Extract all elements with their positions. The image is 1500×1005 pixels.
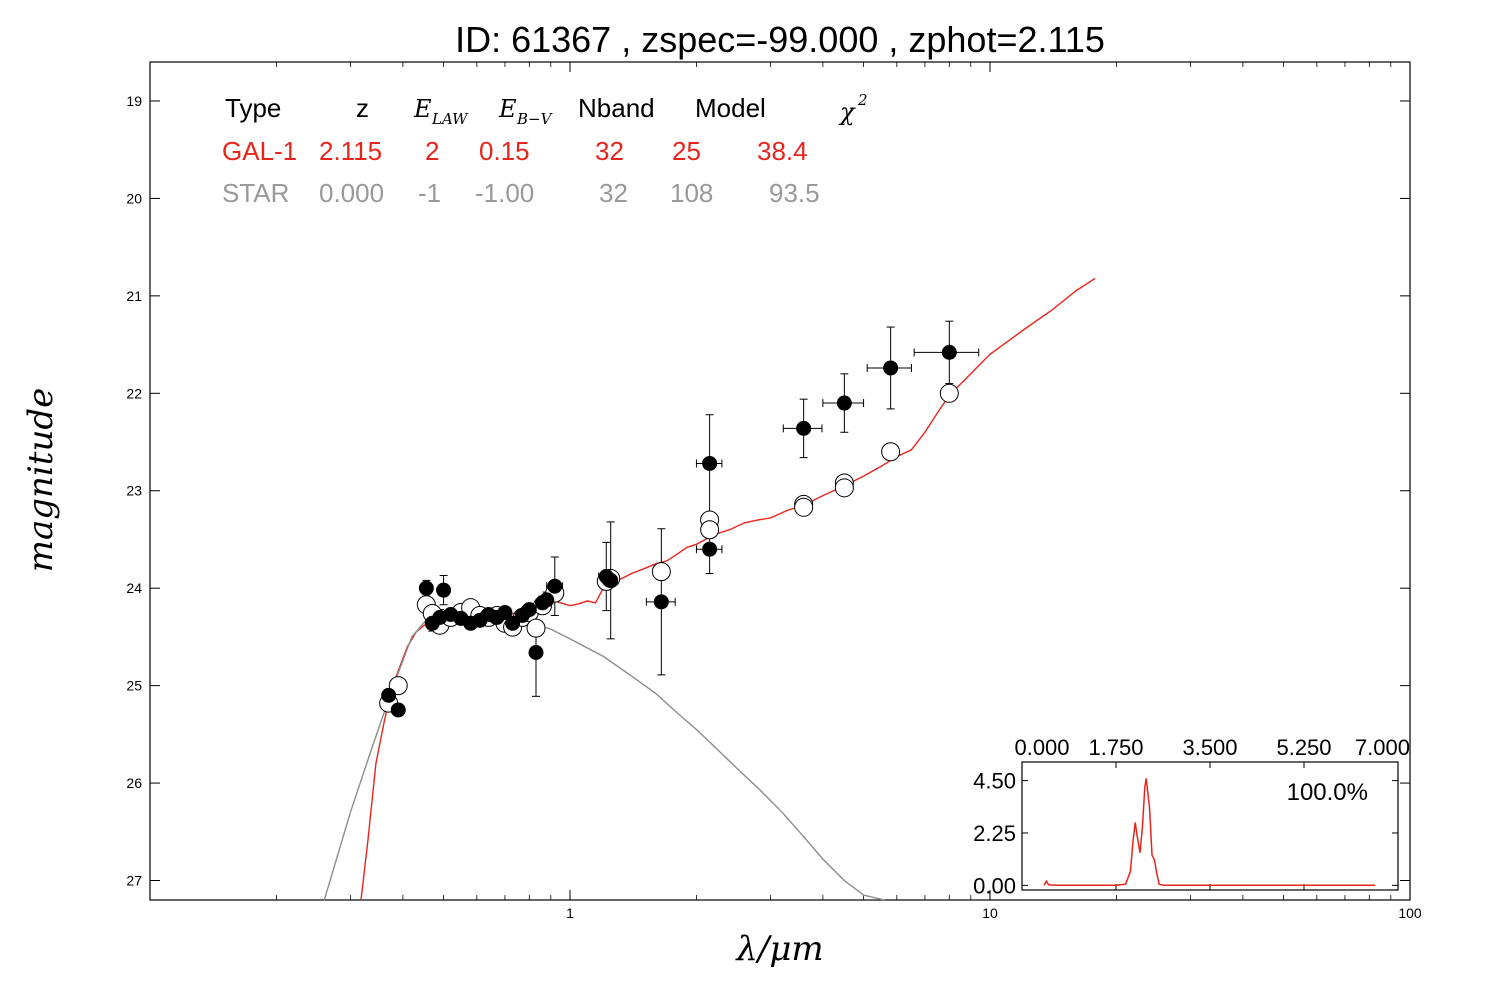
cell-z: 0.000 [319,178,384,208]
cell-elaw: 2 [425,136,439,166]
observed-point [883,360,899,376]
y-tick-label: 27 [126,873,142,889]
y-axis-label: magnitude [21,388,61,573]
inset-probability-label: 100.0% [1287,779,1368,806]
observed-point [505,615,521,631]
x-tick-label: 10 [982,905,998,921]
fit-row-star: STAR 0.000 -1 -1.00 32 108 93.5 [222,178,820,208]
plot-frame [149,61,1411,901]
inset-y-tick-label: 4.50 [973,769,1016,794]
inset-x-tick-label: 0.000 [1014,735,1069,760]
cell-model: 108 [670,178,713,208]
y-tick-label: 21 [126,288,142,304]
header-chi2-sup: 2 [857,91,868,109]
star-template-line [323,614,885,901]
y-tick-label: 20 [126,190,142,206]
header-ebv: E [498,95,517,123]
cell-nband: 32 [595,136,624,166]
inset-x-tick-label: 1.750 [1088,735,1143,760]
cell-ebv: -1.00 [475,178,534,208]
y-tick-label: 25 [126,678,142,694]
redshift-pdf-inset: 0.000 1.750 3.500 5.250 7.000 0.00 2.25 4.50 10… [973,735,1410,898]
observed-point [941,344,957,360]
y-tick-label: 19 [126,93,142,109]
observed-point [436,582,452,598]
observed-point [547,578,563,594]
observed-point [539,592,555,608]
observed-point [381,687,397,703]
observed-point [702,455,718,471]
model-photometry-point [881,442,901,462]
model-photometry-point [834,478,854,498]
y-tick-label: 24 [126,580,142,596]
observed-point [836,395,852,411]
inset-pdf-line [1043,778,1376,887]
x-tick-label: 1 [566,905,574,921]
header-nband: Nband [578,93,655,123]
y-tick-label: 23 [126,483,142,499]
header-type: Type [225,93,281,123]
observed-point [702,541,718,557]
cell-ebv: 0.15 [479,136,530,166]
model-photometry-point [794,497,814,517]
header-chi2: χ [838,98,856,126]
header-z: z [356,93,369,123]
cell-z: 2.115 [319,136,382,166]
x-axis-label: λ/μm [734,929,823,969]
observed-point [796,420,812,436]
observed-point [653,594,669,610]
inset-y-tick-label: 0.00 [973,873,1016,898]
y-tick-label: 22 [126,385,142,401]
galaxy-template-line [360,277,1096,901]
cell-chi2: 38.4 [757,136,808,166]
cell-type: STAR [222,178,289,208]
model-photometry-point [939,383,959,403]
inset-y-tick-label: 2.25 [973,821,1016,846]
inset-ticks: 0.000 1.750 3.500 5.250 7.000 0.00 2.25 4.50 [973,735,1410,898]
observed-point [603,572,619,588]
x-tick-label: 100 [1398,905,1422,921]
cell-model: 25 [672,136,701,166]
observed-point [418,580,434,596]
observed-point [390,702,406,718]
inset-x-tick-label: 3.500 [1182,735,1237,760]
fit-row-galaxy: GAL-1 2.115 2 0.15 32 25 38.4 [222,136,808,166]
chart-title: ID: 61367 , zspec=-99.000 , zphot=2.115 [455,19,1105,60]
model-photometry-point [700,520,720,540]
model-photometry-point [526,618,546,638]
model-photometry-point [651,562,671,582]
observed-point [497,605,513,621]
header-elaw: E [413,95,432,123]
observed-point [528,644,544,660]
inset-x-tick-label: 5.250 [1276,735,1331,760]
cell-nband: 32 [599,178,628,208]
cell-chi2: 93.5 [769,178,820,208]
observed-point [521,602,537,618]
inset-x-tick-label: 7.000 [1355,735,1410,760]
points-layer [379,320,980,718]
y-tick-label: 26 [126,775,142,791]
header-elaw-sub: LAW [431,110,469,128]
fit-table: Type z E LAW E B−V Nband Model χ 2 GAL-1… [222,91,868,208]
cell-type: GAL-1 [222,136,297,166]
inset-frame [1021,761,1399,891]
header-ebv-sub: B−V [516,110,554,128]
cell-elaw: -1 [418,178,441,208]
header-model: Model [695,93,766,123]
